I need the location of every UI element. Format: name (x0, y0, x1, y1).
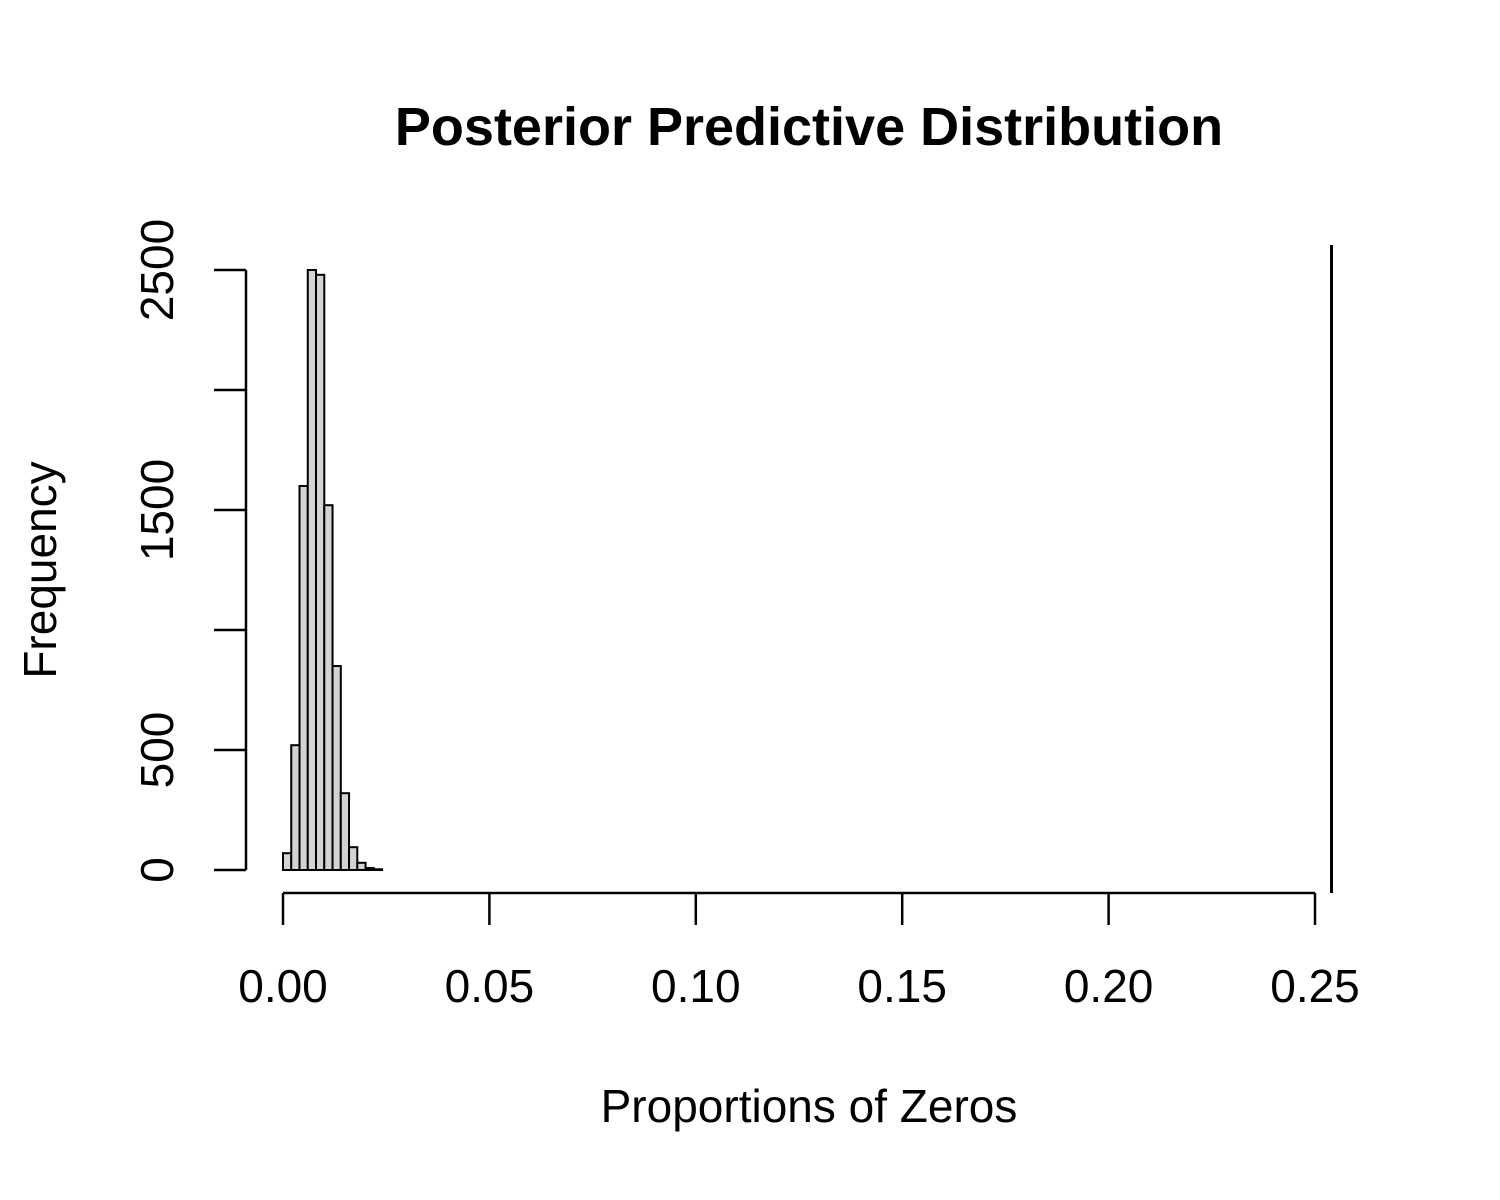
histogram-bar-8 (348, 846, 359, 872)
x-tick-label: 0.00 (238, 960, 328, 1012)
histogram-bar-9 (356, 861, 367, 871)
histogram-bar-6 (331, 665, 342, 871)
y-tick-label: 500 (131, 712, 183, 789)
histogram-bar-1 (290, 744, 301, 872)
x-tick-label: 0.25 (1270, 960, 1360, 1012)
x-axis: 0.00 0.05 0.10 0.15 0.20 0.25 (238, 891, 1360, 1012)
histogram-bar-5 (323, 504, 334, 871)
histogram-bar-0 (282, 852, 293, 872)
x-tick-label: 0.15 (857, 960, 947, 1012)
histogram-bar-3 (306, 269, 318, 871)
histogram-bar-7 (339, 792, 351, 872)
histogram-bar-4 (315, 273, 326, 871)
chart-title: Posterior Predictive Distribution (395, 97, 1223, 157)
histogram-bar-2 (298, 485, 309, 871)
y-tick-label: 2500 (131, 219, 183, 321)
y-axis-label: Frequency (14, 461, 66, 678)
x-tick-label: 0.20 (1064, 960, 1154, 1012)
y-axis: 0 500 1500 2500 (131, 219, 248, 883)
x-tick-label: 0.10 (651, 960, 741, 1012)
x-tick-label: 0.05 (445, 960, 535, 1012)
y-tick-label: 0 (131, 857, 183, 883)
histogram-bar-10 (364, 867, 375, 872)
y-tick-label: 1500 (131, 459, 183, 561)
histogram-bars (282, 269, 384, 872)
histogram-bar-11 (372, 868, 384, 872)
x-axis-label: Proportions of Zeros (601, 1080, 1018, 1132)
